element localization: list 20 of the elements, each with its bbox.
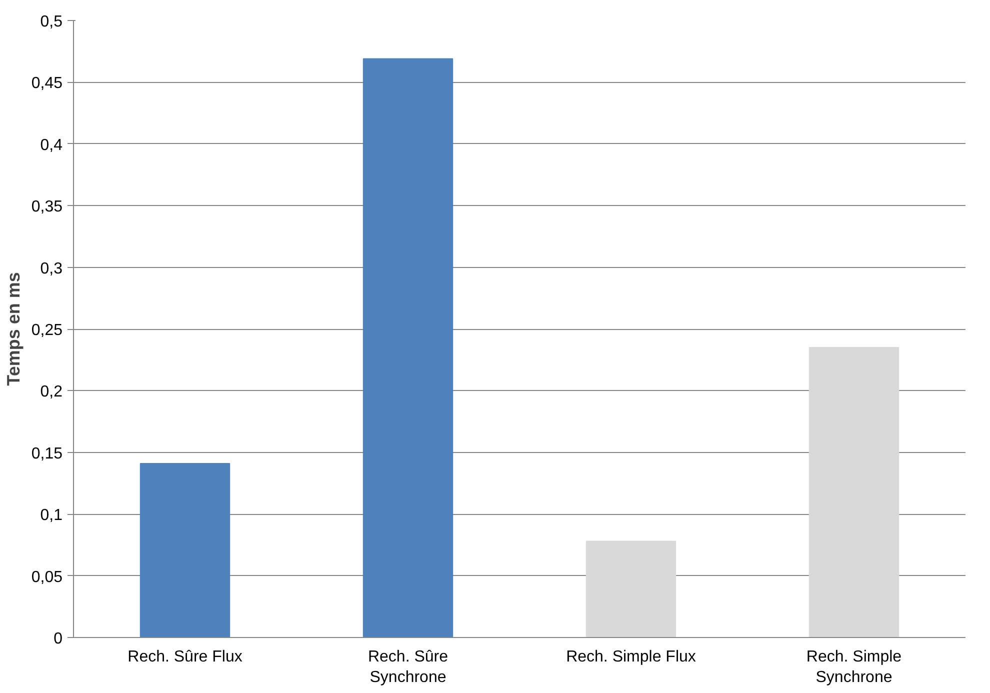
y-tick-label: 0,1 — [40, 507, 63, 524]
y-tick-label: 0,25 — [31, 322, 63, 339]
y-tick-label: 0,2 — [40, 384, 63, 401]
y-tick-label: 0,35 — [31, 198, 63, 216]
y-tick-label: 0,05 — [31, 568, 63, 586]
y-tick-label: 0,3 — [40, 260, 63, 278]
y-axis-title: Temps en ms — [3, 272, 24, 386]
bar — [362, 58, 454, 638]
x-tick-label: Rech. Simple Flux — [566, 648, 696, 666]
y-tick-label: 0,4 — [40, 136, 63, 154]
y-tick-label: 0 — [54, 630, 63, 648]
x-tick-label: Rech. Sûre Synchrone — [368, 648, 448, 686]
bar — [140, 463, 230, 638]
x-tick-label: Rech. Simple Synchrone — [806, 648, 902, 686]
y-tick-label: 0,5 — [40, 14, 63, 30]
bar — [808, 347, 900, 638]
y-tick-label: 0,15 — [31, 445, 63, 462]
bar — [586, 540, 676, 638]
y-tick-label: 0,45 — [31, 75, 63, 92]
x-tick-label: Rech. Sûre Flux — [128, 648, 242, 666]
